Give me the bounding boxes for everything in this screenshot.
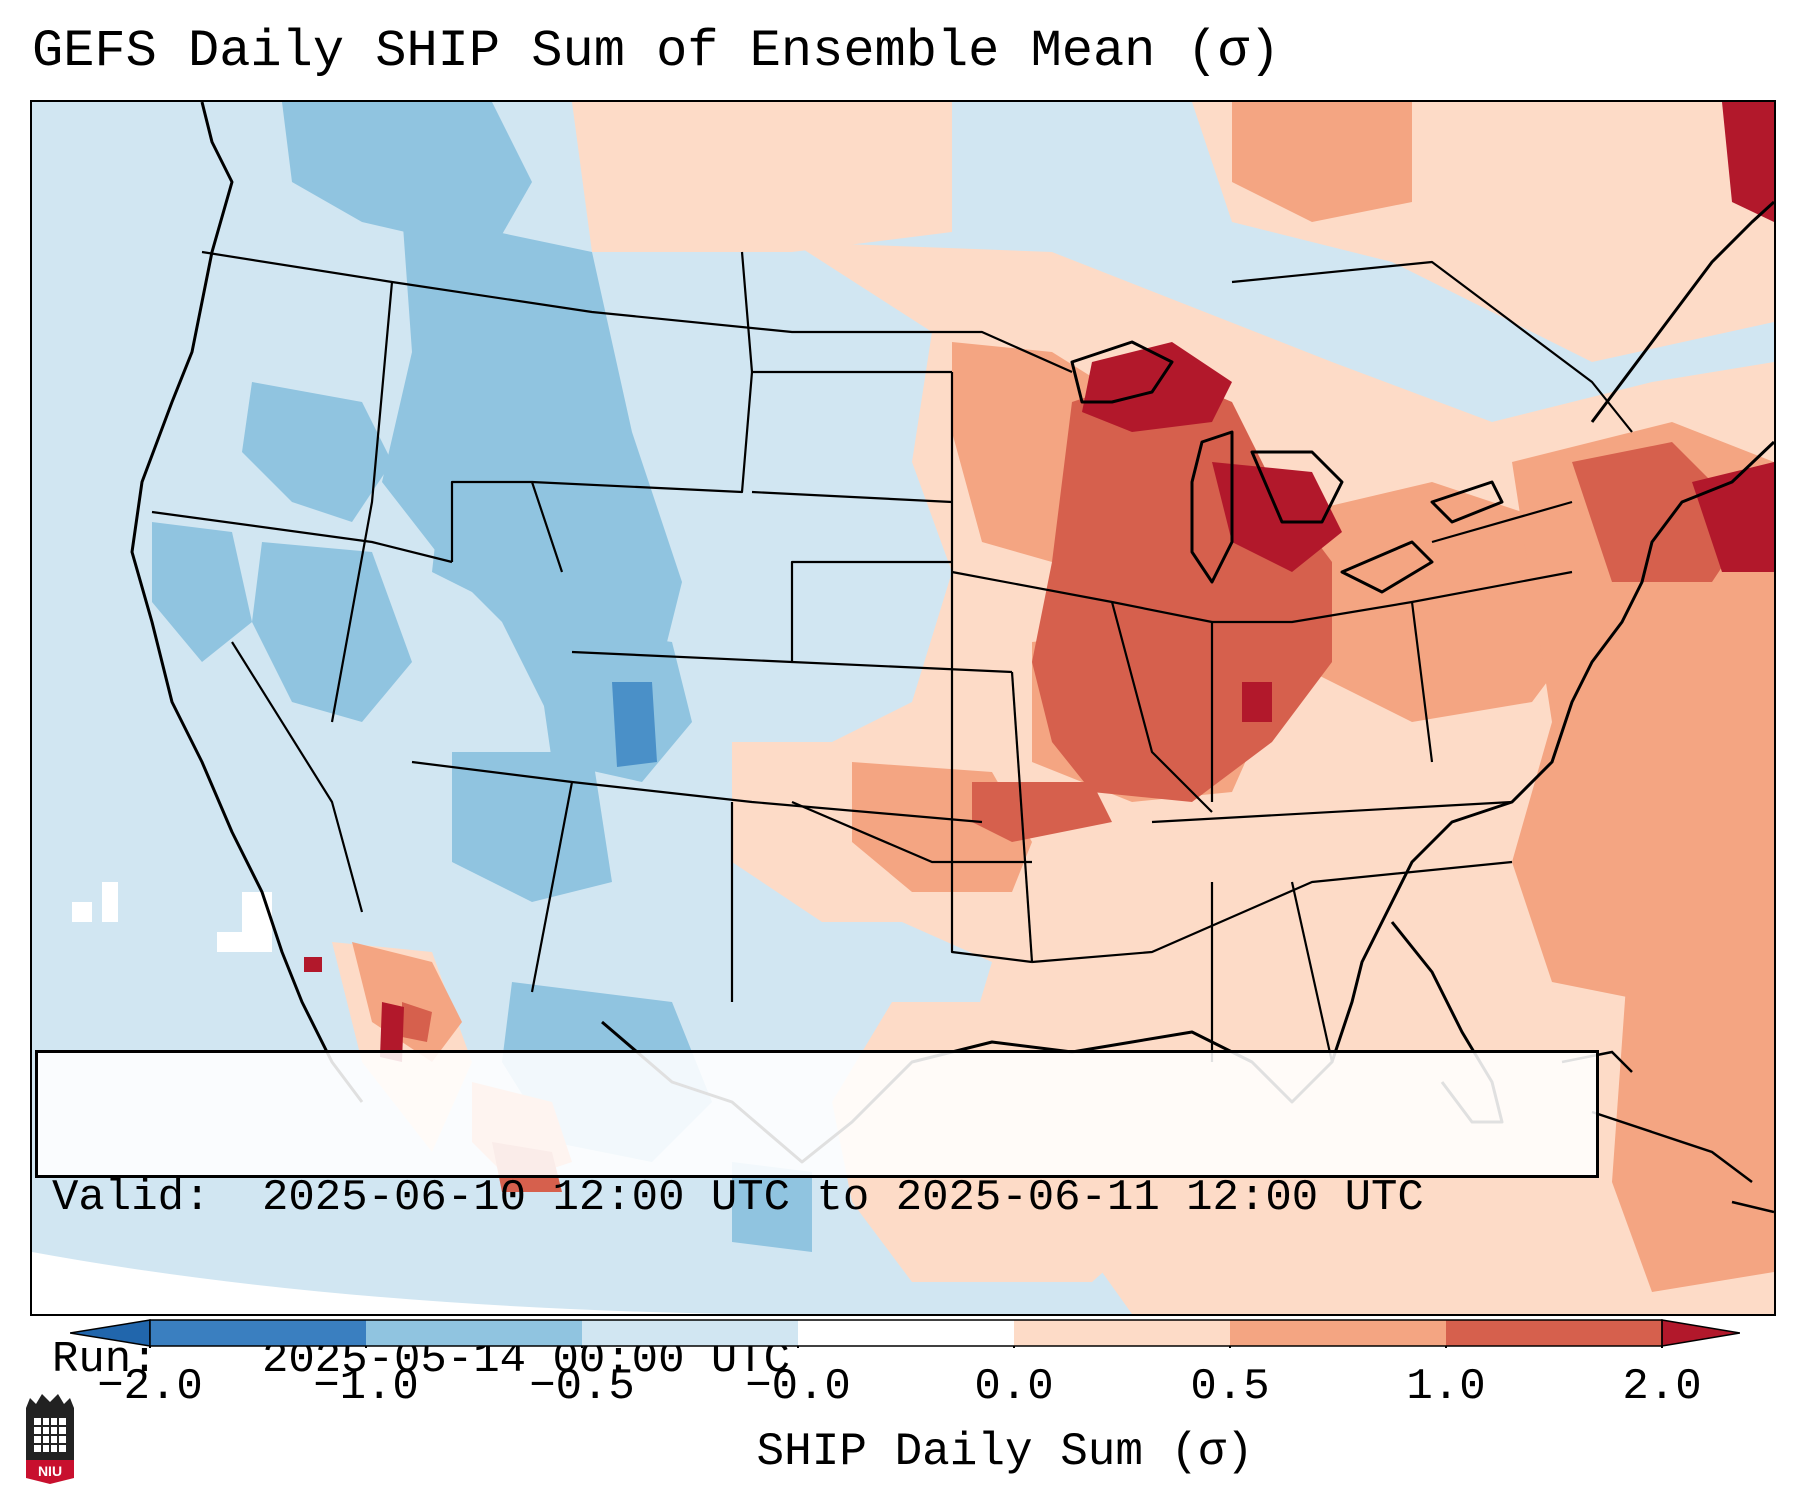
logo-text: NIU [38, 1463, 62, 1479]
colorbar-segment-3 [582, 1320, 798, 1346]
colorbar-tick-label: 0.5 [1190, 1362, 1270, 1412]
colorbar-left-extend [69, 1319, 151, 1347]
colorbar-segment-1 [150, 1320, 366, 1346]
colorbar-segment-6 [1230, 1320, 1446, 1346]
colorbar-tick-label: −0.0 [745, 1362, 851, 1412]
valid-value: 2025-06-10 12:00 UTC to 2025-06-11 12:00… [262, 1173, 1424, 1223]
colorbar-tick-label: 0.0 [974, 1362, 1054, 1412]
valid-row: Valid: 2025-06-10 12:00 UTC to 2025-06-11… [52, 1171, 1582, 1225]
colorbar-svg [69, 1319, 1741, 1358]
colorbar-tick-label: −1.0 [313, 1362, 419, 1412]
colorbar-segment-2 [366, 1320, 582, 1346]
niu-logo-icon: NIU [26, 1394, 74, 1484]
valid-label: Valid: [52, 1173, 211, 1223]
near-zero-speckles [72, 882, 272, 952]
colorbar-tick-label: −0.5 [529, 1362, 635, 1412]
validity-info-box: Valid: 2025-06-10 12:00 UTC to 2025-06-11… [35, 1050, 1599, 1385]
colorbar-tick-label: −2.0 [97, 1362, 203, 1412]
colorbar-segment-4 [798, 1320, 1014, 1346]
niu-logo: NIU [20, 1390, 80, 1485]
colorbar [69, 1318, 1741, 1358]
colorbar-title: SHIP Daily Sum (σ) [756, 1426, 1254, 1478]
colorbar-right-extend [1661, 1319, 1741, 1347]
projection-edge [32, 1252, 732, 1314]
colorbar-outline [149, 1319, 1663, 1347]
state-boundaries [151, 250, 1633, 1063]
colorbar-tick-label: 1.0 [1406, 1362, 1486, 1412]
colorbar-segment-7 [1446, 1320, 1662, 1346]
colorbar-segment-5 [1014, 1320, 1230, 1346]
colorbar-tick-label: 2.0 [1622, 1362, 1702, 1412]
map-title: GEFS Daily SHIP Sum of Ensemble Mean (σ) [32, 22, 1281, 81]
